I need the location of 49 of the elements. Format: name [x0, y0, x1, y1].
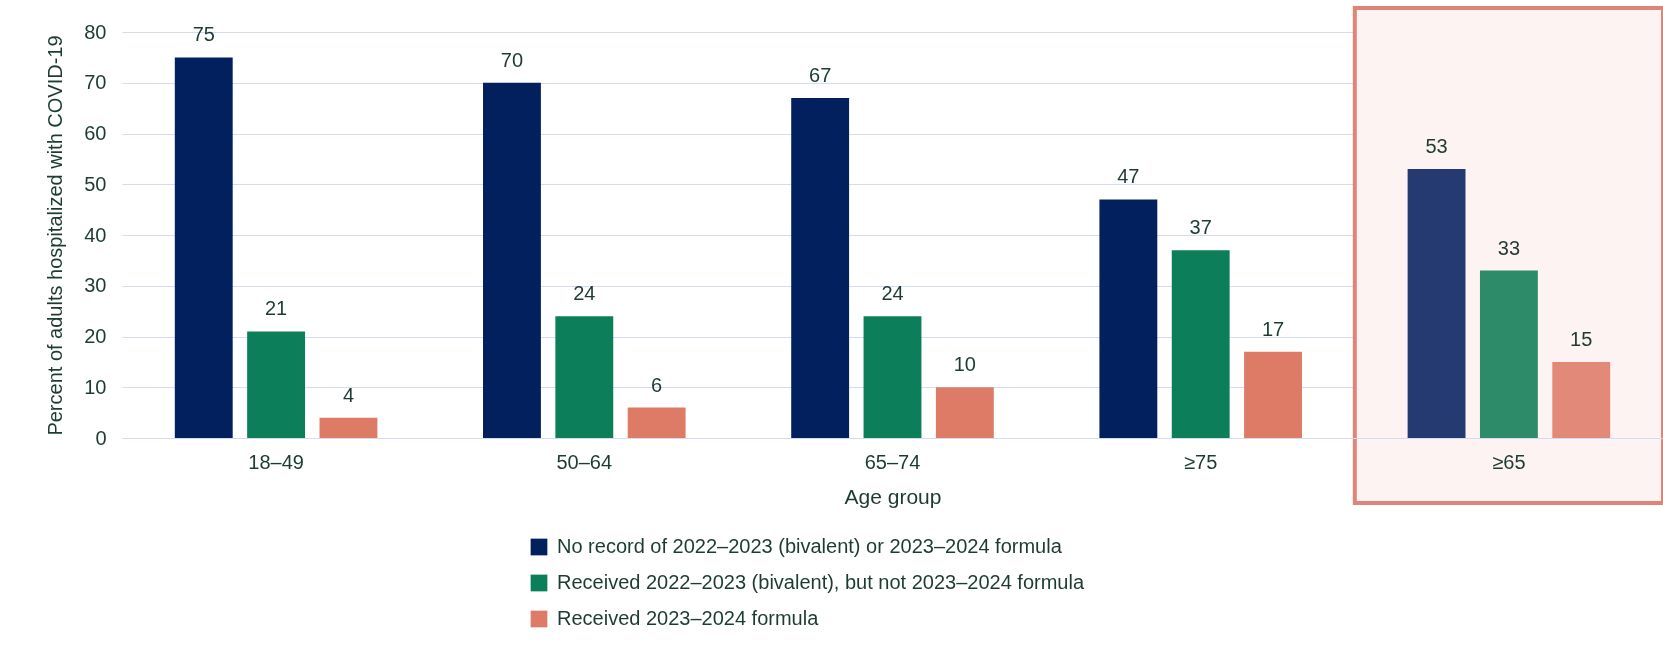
bar — [1479, 270, 1538, 438]
data-label: 47 — [1117, 165, 1140, 188]
data-label: 21 — [264, 297, 288, 320]
y-tick-label: 30 — [84, 274, 107, 297]
data-label: 6 — [651, 373, 663, 396]
x-tick-label: ≥75 — [1184, 450, 1218, 473]
data-label: 17 — [1261, 317, 1285, 340]
y-tick-label: 0 — [95, 426, 107, 449]
y-tick-label: 40 — [84, 223, 107, 246]
bar — [1552, 361, 1611, 438]
bar — [791, 97, 850, 438]
bar — [1171, 250, 1230, 438]
legend-label: No record of 2022–2023 (bivalent) or 2023–2024 formula — [557, 535, 1063, 557]
bar — [247, 331, 306, 438]
x-tick-label: 50–64 — [556, 450, 613, 473]
data-label: 24 — [881, 282, 904, 305]
bar — [1407, 169, 1466, 438]
bar — [174, 57, 233, 438]
y-tick-label: 60 — [84, 122, 107, 144]
x-tick-label: ≥65 — [1492, 450, 1526, 473]
data-label: 75 — [192, 23, 215, 46]
y-tick-label: 20 — [84, 325, 107, 347]
bar — [555, 316, 614, 438]
bar — [627, 407, 686, 438]
bar — [935, 387, 994, 438]
y-tick-label: 70 — [84, 71, 107, 94]
data-label: 33 — [1497, 236, 1521, 259]
x-axis-title: Age group — [844, 484, 942, 508]
data-label: 37 — [1189, 216, 1212, 239]
x-tick-label: 18–49 — [248, 450, 304, 473]
x-tick-label: 65–74 — [864, 450, 921, 473]
bar — [319, 417, 378, 438]
data-label: 70 — [500, 48, 524, 71]
bar — [1244, 351, 1302, 438]
y-axis-title: Percent of adults hospitalized with COVID-19 — [44, 35, 67, 436]
data-label: 15 — [1570, 327, 1593, 350]
data-label: 4 — [342, 383, 355, 406]
y-tick-label: 80 — [84, 20, 107, 43]
bar — [1099, 199, 1158, 438]
data-label: 10 — [953, 353, 976, 376]
data-label: 53 — [1425, 135, 1448, 158]
y-tick-label: 10 — [84, 375, 107, 398]
legend-label: Received 2023–2024 formula — [557, 607, 820, 629]
bar — [483, 82, 541, 438]
bar — [863, 316, 922, 438]
data-label: 24 — [573, 282, 596, 305]
legend-label: Received 2022–2023 (bivalent), but not 2023–2024 formula — [557, 571, 1085, 593]
data-label: 67 — [809, 63, 832, 86]
y-tick-label: 50 — [84, 172, 107, 195]
